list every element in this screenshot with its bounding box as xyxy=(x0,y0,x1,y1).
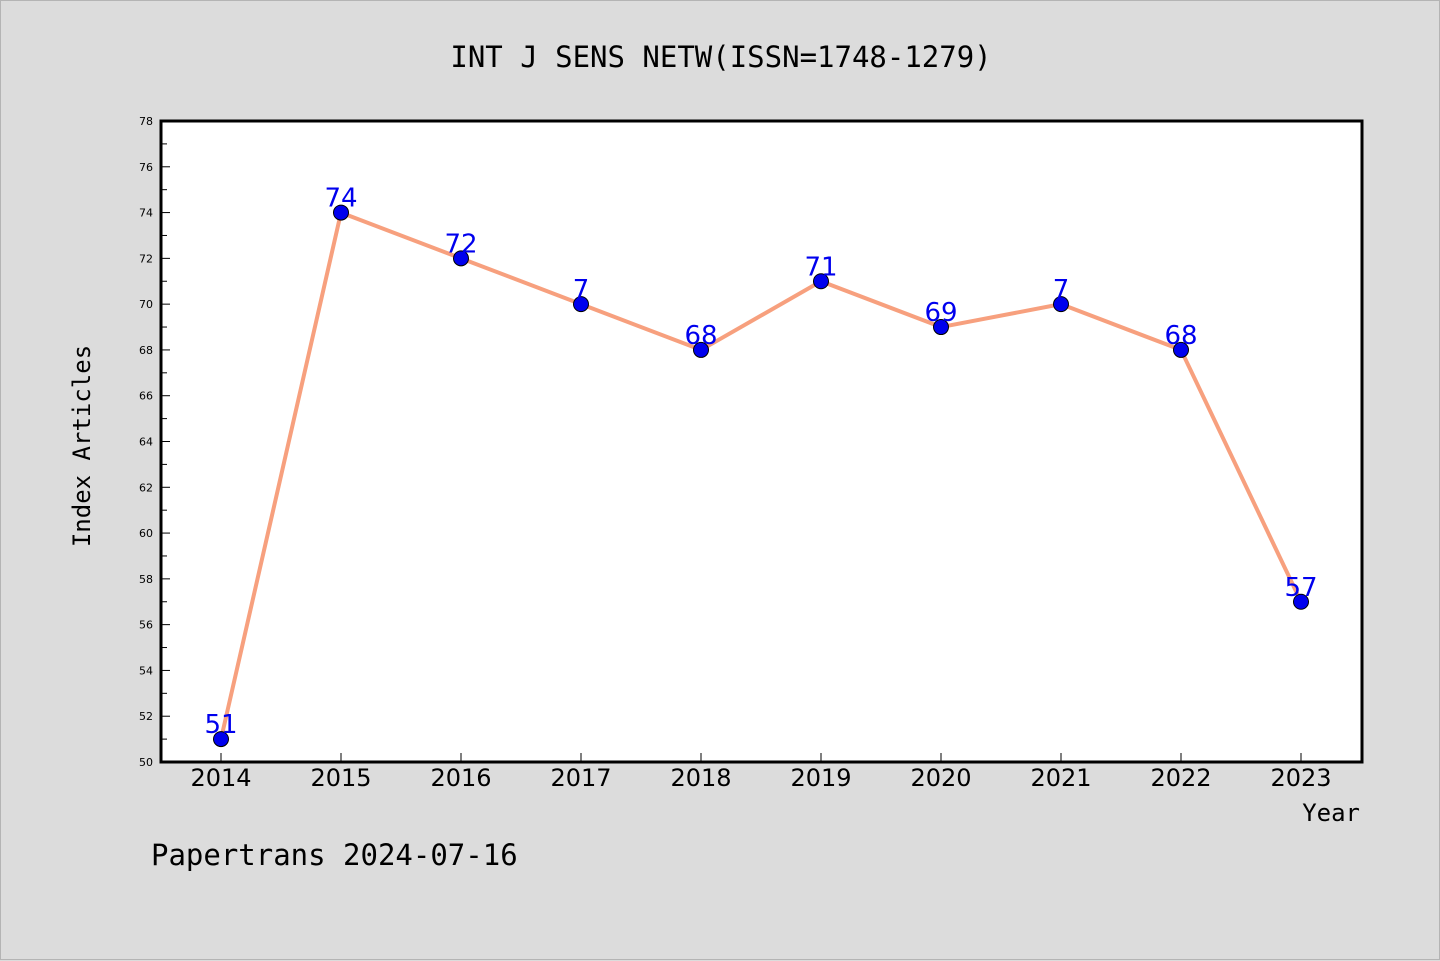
data-label-2019: 71 xyxy=(804,252,837,282)
y-axis-label: Index Articles xyxy=(68,345,96,547)
x-tick-label: 2023 xyxy=(1270,764,1331,792)
data-point-2022 xyxy=(1173,341,1189,358)
y-tick-label: 50 xyxy=(139,756,153,769)
data-point-2021 xyxy=(1053,296,1069,313)
chart-title: INT J SENS NETW(ISSN=1748-1279) xyxy=(450,40,991,74)
y-tick-label: 52 xyxy=(139,710,153,723)
footer-credit: Papertrans 2024-07-16 xyxy=(151,838,518,872)
y-tick-label: 60 xyxy=(139,527,153,540)
x-tick-label: 2019 xyxy=(790,764,851,792)
x-tick-label: 2020 xyxy=(910,764,971,792)
data-labels: 51 74 72 7 68 71 69 7 68 57 xyxy=(204,184,1317,741)
x-tick-label: 2022 xyxy=(1150,764,1211,792)
x-axis: 2014 2015 2016 2017 2018 2019 2020 2021 2022 2023 xyxy=(190,753,1332,792)
y-tick-label: 58 xyxy=(139,573,153,586)
y-tick-label: 76 xyxy=(139,161,153,174)
data-point-2016 xyxy=(453,250,469,267)
data-label-2022: 68 xyxy=(1164,321,1197,351)
data-label-2023: 57 xyxy=(1284,573,1317,603)
y-tick-label: 56 xyxy=(139,619,153,632)
x-tick-label: 2018 xyxy=(670,764,731,792)
data-label-2017: 7 xyxy=(573,275,590,305)
y-tick-label: 64 xyxy=(139,436,153,449)
x-tick-label: 2014 xyxy=(190,764,251,792)
y-tick-label: 62 xyxy=(139,481,153,494)
data-point-2017 xyxy=(573,296,589,313)
y-tick-label: 72 xyxy=(139,252,153,265)
data-label-2014: 51 xyxy=(204,710,237,740)
x-axis-label: Year xyxy=(1302,799,1360,827)
y-tick-label: 70 xyxy=(139,298,153,311)
data-point-2020 xyxy=(933,319,949,336)
data-points xyxy=(213,204,1309,748)
x-tick-label: 2017 xyxy=(550,764,611,792)
data-label-2016: 72 xyxy=(444,229,477,259)
data-point-2014 xyxy=(213,731,229,748)
y-tick-label: 78 xyxy=(139,115,153,128)
data-label-2018: 68 xyxy=(684,321,717,351)
x-tick-label: 2021 xyxy=(1030,764,1091,792)
y-tick-label: 54 xyxy=(139,664,153,677)
series-line xyxy=(219,210,1303,740)
y-axis: 50 52 54 56 58 60 62 64 66 68 70 72 74 76 78 xyxy=(139,115,170,769)
x-tick-label: 2015 xyxy=(310,764,371,792)
y-tick-label: 68 xyxy=(139,344,153,357)
y-tick-label: 66 xyxy=(139,390,153,403)
data-label-2015: 74 xyxy=(324,184,357,214)
series-line-group xyxy=(219,210,1303,740)
data-point-2023 xyxy=(1293,593,1309,610)
data-label-2021: 7 xyxy=(1053,275,1070,305)
data-point-2015 xyxy=(333,204,349,221)
data-point-2019 xyxy=(813,273,829,290)
y-tick-label: 74 xyxy=(139,207,153,220)
data-label-2020: 69 xyxy=(924,298,957,328)
plot-area xyxy=(159,119,1364,764)
x-tick-label: 2016 xyxy=(430,764,491,792)
data-point-2018 xyxy=(693,341,709,358)
